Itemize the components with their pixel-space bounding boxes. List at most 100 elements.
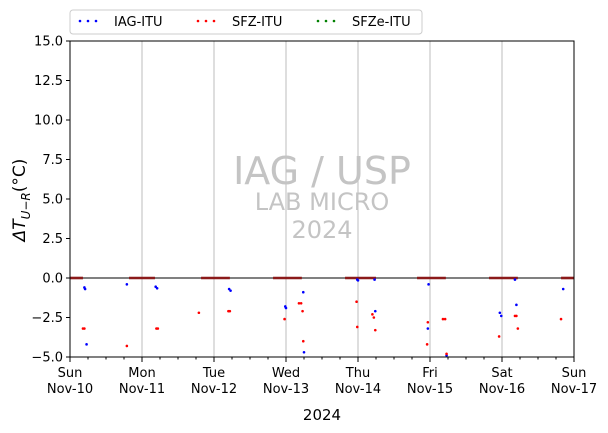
watermark-line1: IAG / USP (233, 149, 411, 193)
legend-marker (316, 19, 320, 23)
grid-lines (141, 41, 503, 357)
point-iag-itu (155, 286, 159, 290)
legend-marker (332, 19, 336, 23)
x-tick-label-day: Tue (202, 366, 225, 381)
point-sfz-itu (197, 311, 201, 315)
y-tick-label: −2.5 (31, 311, 63, 326)
point-iag-itu (85, 343, 88, 346)
legend-item-iag-itu: IAG-ITU (78, 15, 163, 30)
y-tick-label: 2.5 (42, 232, 63, 247)
legend: IAG-ITU SFZ-ITU SFZe-ITU (69, 9, 423, 35)
point-sfz-itu (426, 320, 430, 324)
point-sfz-itu (443, 317, 447, 321)
x-tick-label-date: Nov-15 (407, 382, 453, 397)
point-iag-itu (301, 290, 305, 294)
point-iag-itu (229, 289, 232, 292)
watermark-line2: LAB MICRO (255, 188, 390, 216)
point-sfz-itu (299, 301, 303, 305)
legend-marker (78, 19, 82, 23)
legend-item-sfz-itu: SFZ-ITU (196, 15, 282, 30)
y-axis: −5.0 −2.5 0.0 2.5 5.0 7.5 10.0 12.5 15.0 (31, 35, 70, 366)
y-axis-label-unit: (°C) (10, 159, 30, 193)
legend-frame (69, 9, 423, 35)
point-sfz-itu (301, 339, 305, 343)
y-tick-label: 10.0 (34, 114, 63, 129)
point-sfz-itu (497, 335, 501, 338)
watermark: IAG / USP LAB MICRO 2024 (233, 149, 411, 244)
legend-marker (324, 19, 328, 23)
watermark-line3: 2024 (291, 216, 352, 244)
point-iag-itu (561, 287, 565, 291)
point-iag-itu (499, 314, 503, 318)
point-sfz-itu (373, 328, 377, 332)
x-tick-label-date: Nov-11 (119, 382, 165, 397)
point-sfz-itu (371, 313, 374, 316)
point-iag-itu (426, 327, 430, 330)
x-tick-label-day: Sat (491, 366, 512, 381)
legend-label: IAG-ITU (114, 15, 163, 30)
y-tick-label: 7.5 (42, 153, 63, 168)
point-sfz-itu (372, 316, 376, 319)
point-sfz-itu (301, 309, 304, 313)
point-sfz-itu (515, 314, 518, 318)
point-sfz-itu (125, 344, 129, 348)
x-tick-label-day: Mon (128, 366, 155, 381)
y-axis-label-sub: U−R (19, 192, 33, 219)
x-tick-label-day: Fri (422, 366, 438, 381)
x-tick-label-date: Nov-14 (335, 382, 381, 397)
data-points (81, 278, 565, 357)
point-iag-itu (83, 287, 87, 291)
legend-marker (196, 19, 200, 23)
x-axis-label: 2024 (303, 406, 341, 424)
point-sfz-itu (355, 300, 358, 304)
point-sfz-itu (445, 352, 448, 356)
point-iag-itu (515, 303, 518, 307)
point-sfz-itu (425, 343, 429, 346)
x-tick-label-date: Nov-10 (47, 382, 93, 397)
point-sfz-itu (83, 327, 86, 330)
legend-marker (86, 19, 90, 23)
point-sfz-itu (516, 327, 520, 330)
legend-marker (212, 19, 216, 23)
y-axis-label-main: ΔT (10, 218, 30, 244)
point-sfz-itu (355, 325, 359, 329)
point-iag-itu (427, 283, 430, 286)
y-tick-label: 0.0 (42, 272, 63, 287)
point-sfz-itu (156, 327, 160, 330)
x-tick-label-date: Nov-12 (191, 382, 237, 397)
y-tick-label: −5.0 (31, 351, 63, 366)
point-iag-itu (125, 283, 129, 286)
point-iag-itu (356, 279, 360, 282)
x-tick-label-date: Nov-17 (551, 382, 597, 397)
x-tick-label-day: Sun (562, 366, 587, 381)
point-sfz-itu (228, 309, 232, 313)
legend-label: SFZ-ITU (232, 15, 282, 30)
y-axis-label: ΔTU−R(°C) (10, 159, 33, 244)
legend-label: SFZe-ITU (352, 15, 411, 30)
point-iag-itu (373, 309, 377, 313)
y-tick-label: 12.5 (34, 74, 63, 89)
y-tick-label: 15.0 (34, 35, 63, 50)
x-tick-label-day: Wed (272, 366, 300, 381)
point-sfz-itu (559, 317, 563, 321)
x-axis: SunNov-10MonNov-11TueNov-12WedNov-13ThuN… (47, 357, 597, 397)
point-iag-itu (284, 306, 288, 310)
x-tick-label-day: Thu (345, 366, 370, 381)
plot-background (70, 41, 574, 357)
point-iag-itu (373, 278, 376, 281)
legend-item-sfze-itu: SFZe-ITU (316, 15, 411, 30)
x-tick-label-date: Nov-16 (479, 382, 525, 397)
x-tick-label-day: Sun (58, 366, 83, 381)
x-tick-label-date: Nov-13 (263, 382, 309, 397)
plot-area: IAG / USP LAB MICRO 2024 (69, 40, 575, 358)
y-tick-label: 5.0 (42, 193, 63, 208)
point-sfz-itu (441, 317, 445, 321)
point-iag-itu (302, 350, 306, 354)
legend-marker (204, 19, 208, 23)
point-iag-itu (513, 278, 517, 281)
point-sfz-itu (297, 301, 301, 305)
legend-marker (94, 19, 98, 23)
point-iag-itu (498, 311, 502, 315)
point-sfz-itu (283, 317, 286, 321)
